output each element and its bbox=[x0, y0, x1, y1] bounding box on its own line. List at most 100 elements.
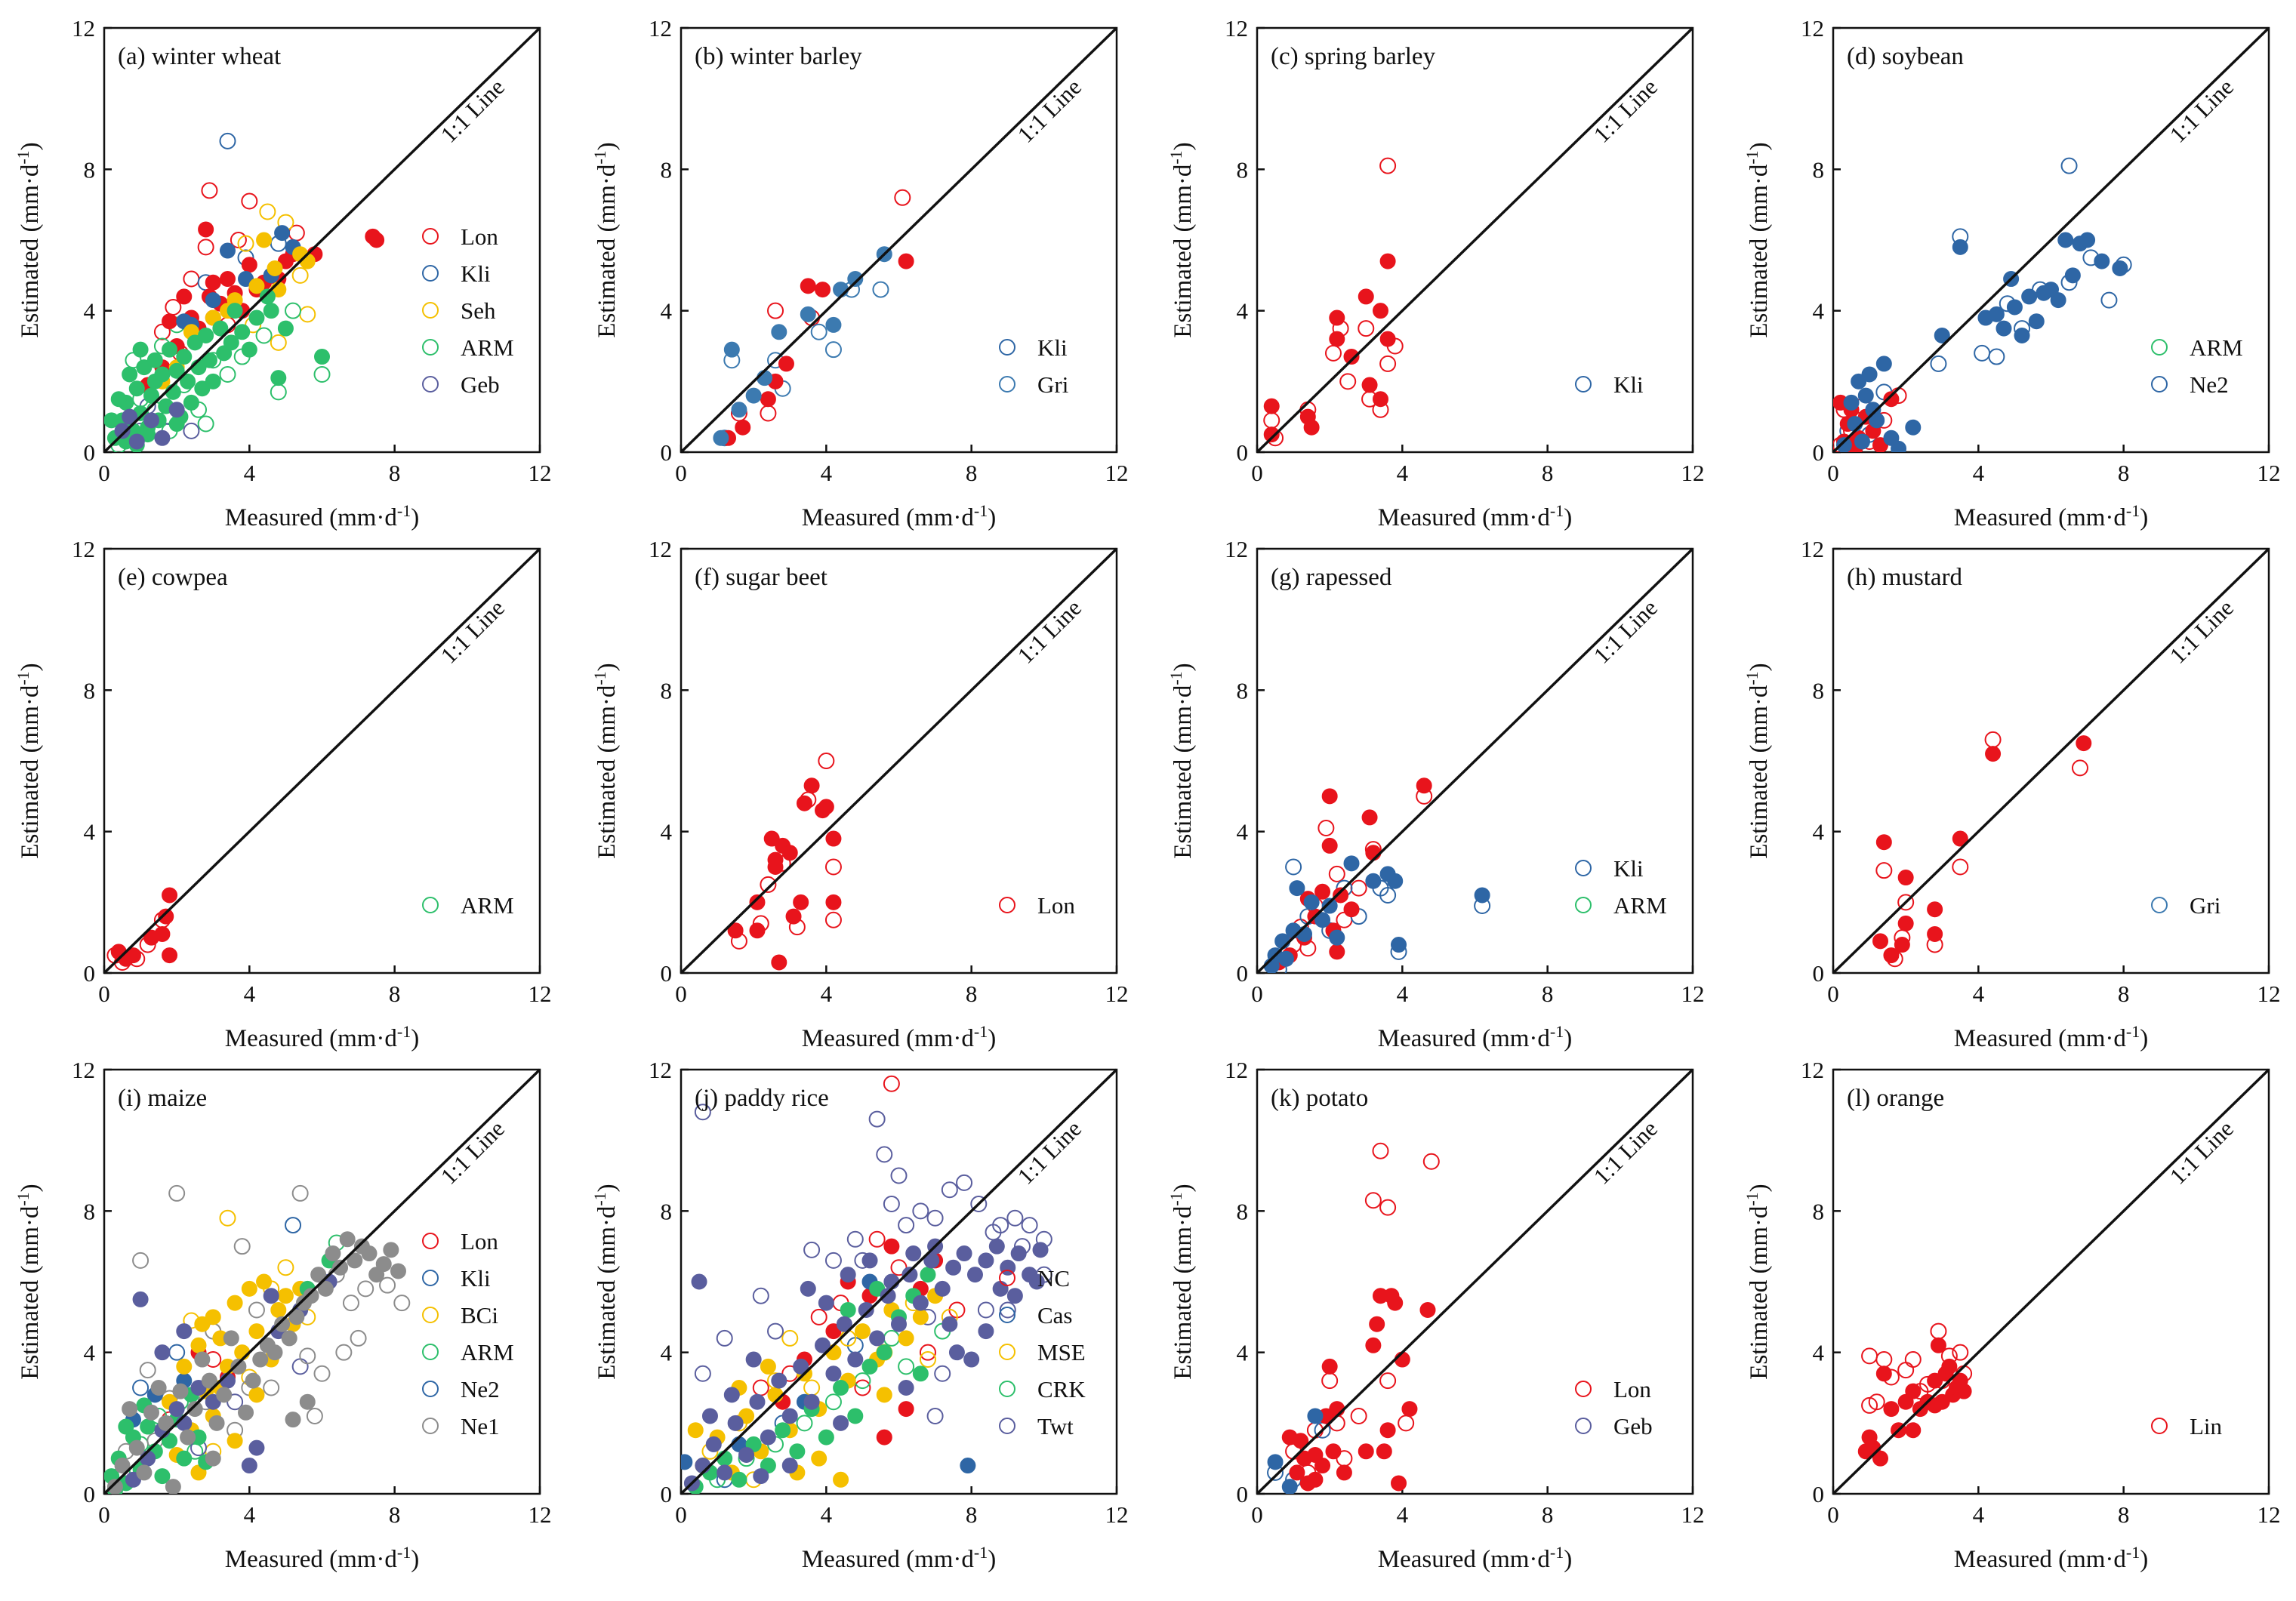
data-points bbox=[1263, 157, 1404, 447]
data-point-filled-cas bbox=[960, 1458, 976, 1474]
data-point-filled-seh bbox=[248, 278, 265, 294]
data-point-filled-twt bbox=[800, 1280, 816, 1297]
data-point-filled-gri bbox=[1927, 901, 1943, 918]
data-point-open-ne2 bbox=[2060, 157, 2078, 174]
data-point-open-lon bbox=[1350, 1407, 1367, 1424]
data-point-filled-crk bbox=[789, 1443, 806, 1460]
data-point-filled-lin bbox=[1930, 1337, 1946, 1353]
data-point-filled-twt bbox=[905, 1245, 922, 1262]
data-point-filled-twt bbox=[978, 1252, 994, 1269]
data-point-open-kli bbox=[1324, 344, 1342, 362]
data-point-open-lon bbox=[1379, 1199, 1397, 1216]
plot-frame bbox=[1256, 26, 1694, 454]
legend-label: ARM bbox=[461, 892, 514, 919]
data-point-filled-arm bbox=[154, 925, 171, 942]
panel-j: 0 4 8 12 0 4 8 12 Measured (mm·d-1) Estimated (mm… bbox=[590, 1057, 1129, 1573]
legend-label: BCi bbox=[461, 1302, 498, 1329]
y-tick-label: 4 bbox=[1813, 819, 1825, 845]
legend: Lin bbox=[2151, 1413, 2223, 1439]
data-point-filled-lon bbox=[749, 894, 766, 910]
one-to-one-line bbox=[680, 1068, 1118, 1495]
panel-title: (i) maize bbox=[118, 1085, 207, 1112]
data-point-filled-arm bbox=[154, 366, 171, 383]
y-tick-label: 8 bbox=[661, 156, 673, 183]
legend-marker bbox=[422, 1307, 439, 1323]
legend-label: Lon bbox=[1613, 1376, 1651, 1402]
data-point-open-kli bbox=[219, 132, 236, 149]
legend-marker bbox=[422, 376, 439, 393]
legend-label: Cas bbox=[1037, 1302, 1073, 1329]
data-point-filled-ne1 bbox=[216, 1387, 233, 1403]
legend-marker bbox=[999, 376, 1015, 393]
data-point-filled-twt bbox=[861, 1252, 878, 1269]
data-point-open-gri bbox=[1897, 894, 1915, 911]
data-point-filled-arm bbox=[176, 349, 193, 365]
data-point-filled-twt bbox=[691, 1273, 707, 1290]
data-point-filled-twt bbox=[840, 1267, 856, 1283]
data-point-filled-gri bbox=[1875, 834, 1892, 851]
legend-marker bbox=[2151, 897, 2168, 913]
x-tick-label: 8 bbox=[2118, 981, 2130, 1007]
data-point-filled-crk bbox=[861, 1358, 878, 1375]
data-point-open-kli bbox=[1350, 879, 1367, 897]
x-axis-label: Measured (mm·d-1) bbox=[1954, 1543, 2149, 1574]
y-tick-label: 0 bbox=[84, 960, 96, 987]
x-tick-label: 12 bbox=[2257, 981, 2281, 1007]
data-point-filled-crk bbox=[731, 1471, 747, 1488]
panel-title: (k) potato bbox=[1271, 1085, 1368, 1112]
x-tick-label: 0 bbox=[1251, 1501, 1263, 1528]
data-point-open-ne1 bbox=[357, 1280, 374, 1298]
legend-label: Kli bbox=[1613, 371, 1644, 398]
data-point-filled-ne2 bbox=[154, 1344, 171, 1361]
data-point-filled-arm bbox=[212, 320, 229, 337]
data-point-filled-lon bbox=[1336, 1464, 1352, 1481]
legend-marker bbox=[999, 1381, 1015, 1397]
one-to-one-line bbox=[103, 547, 541, 974]
data-point-filled-lin bbox=[1941, 1358, 1958, 1375]
data-point-filled-ne2 bbox=[2057, 232, 2074, 248]
legend-marker bbox=[2151, 376, 2168, 393]
data-point-filled-kli bbox=[1329, 944, 1345, 960]
x-tick-label: 4 bbox=[821, 460, 833, 486]
plot-frame bbox=[103, 1068, 541, 1495]
data-point-filled-lin bbox=[1905, 1422, 1922, 1439]
data-point-filled-arm bbox=[122, 366, 138, 383]
data-point-open-twt bbox=[876, 1146, 893, 1163]
panel-title: (d) soybean bbox=[1847, 43, 1964, 70]
data-point-filled-ne1 bbox=[288, 1309, 305, 1325]
data-point-filled-kli bbox=[898, 253, 914, 269]
data-point-open-twt bbox=[767, 1322, 784, 1340]
data-point-filled-ne1 bbox=[136, 1464, 153, 1481]
x-tick-label: 12 bbox=[529, 460, 552, 486]
y-tick-label: 12 bbox=[1225, 536, 1248, 562]
data-point-filled-ne2 bbox=[1854, 433, 1870, 450]
data-point-open-lin bbox=[1952, 1344, 1969, 1361]
data-point-filled-ne1 bbox=[180, 1429, 196, 1446]
data-point-filled-mse bbox=[833, 1471, 849, 1488]
one-to-one-line bbox=[103, 26, 541, 454]
data-point-filled-bci bbox=[256, 1273, 273, 1290]
data-point-filled-mse bbox=[760, 1358, 776, 1375]
data-point-filled-twt bbox=[833, 1415, 849, 1431]
data-point-open-ne1 bbox=[342, 1295, 359, 1312]
data-point-open-arm bbox=[270, 383, 287, 401]
data-points bbox=[1872, 731, 2092, 968]
data-point-open-twt bbox=[803, 1241, 821, 1258]
data-point-filled-ne1 bbox=[245, 1372, 261, 1389]
data-point-filled-ne1 bbox=[172, 1383, 189, 1399]
legend-marker bbox=[999, 1270, 1015, 1286]
data-point-open-arm bbox=[197, 415, 214, 433]
data-point-filled-arm bbox=[110, 391, 127, 408]
data-point-filled-ne2 bbox=[1891, 440, 1907, 452]
data-point-filled-ne1 bbox=[353, 1238, 370, 1255]
data-point-filled-lon bbox=[749, 922, 766, 939]
data-point-filled-twt bbox=[1032, 1242, 1049, 1258]
legend-label: Lon bbox=[1037, 892, 1075, 919]
x-axis-label: Measured (mm·d-1) bbox=[802, 501, 997, 532]
data-point-filled-ne1 bbox=[332, 1259, 349, 1276]
data-point-filled-cas bbox=[681, 1454, 693, 1470]
y-axis-label: Estimated (mm·d-1) bbox=[1743, 142, 1774, 337]
data-point-filled-geb bbox=[1307, 1408, 1324, 1424]
data-point-filled-kli bbox=[274, 225, 291, 242]
data-point-filled-ne2 bbox=[241, 1458, 257, 1474]
